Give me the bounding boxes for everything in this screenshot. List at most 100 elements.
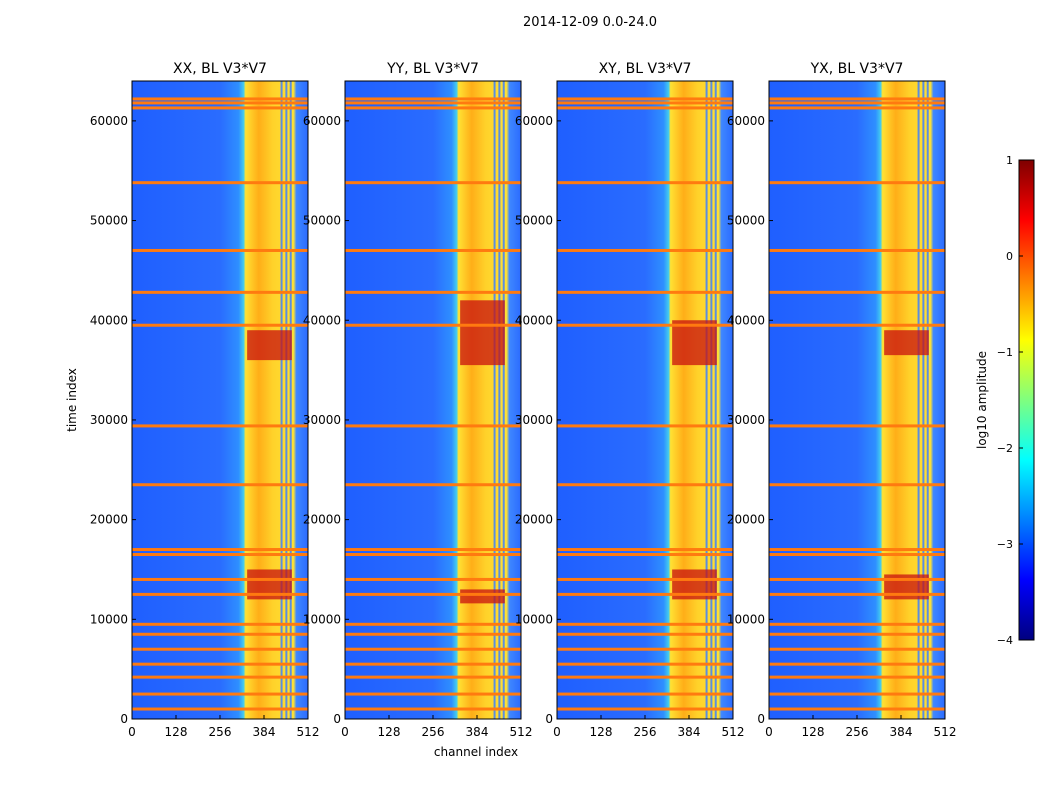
rfi-line [132,290,308,294]
channel-gap [493,81,496,719]
rfi-line [132,692,308,696]
rfi-line [132,483,308,487]
channel-gap [502,81,505,719]
x-tick-label: 384 [890,725,913,739]
x-tick-label: 384 [466,725,489,739]
rfi-line [557,101,733,105]
rfi-line [132,577,308,581]
rfi-line [769,622,945,626]
colorbar: 1 0 −1 −2 −3 −4 log10 amplitude [975,154,1035,647]
rfi-line [769,675,945,679]
rfi-line [769,248,945,252]
rfi-line [345,692,521,696]
rfi-line [132,106,308,110]
rfi-line [557,248,733,252]
y-tick-label: 50000 [515,214,553,228]
x-tick-label: 384 [253,725,276,739]
rfi-line [557,97,733,101]
y-tick-label: 20000 [515,513,553,527]
rfi-line [132,662,308,666]
x-tick-label: 0 [341,725,349,739]
rfi-line [769,483,945,487]
panel-0: XX, BL V3*V7 0 128 256 384 512 0 10000 20000 3000… [90,61,320,739]
y-tick-label: 60000 [727,114,765,128]
y-tick-label: 40000 [90,313,128,327]
x-tick-label: 384 [678,725,701,739]
x-tick-label: 128 [802,725,825,739]
rfi-line [557,548,733,552]
rfi-line [769,290,945,294]
y-tick-label: 10000 [515,612,553,626]
colorbar-tick-label: 1 [1006,154,1013,167]
y-tick-label: 0 [120,712,128,726]
heatmap-field [345,81,521,719]
colorbar-ticks: 1 0 −1 −2 −3 −4 [997,154,1023,647]
rfi-line [132,632,308,636]
y-tick-label: 10000 [727,612,765,626]
rfi-line [345,577,521,581]
rfi-line [557,662,733,666]
y-tick-label: 0 [757,712,765,726]
x-tick-label: 128 [590,725,613,739]
rfi-line [345,323,521,327]
rfi-line [345,290,521,294]
rfi-line [132,707,308,711]
rfi-line [345,106,521,110]
x-tick-label: 0 [765,725,773,739]
strong-band [672,320,717,366]
colorbar-tick-label: −1 [997,346,1013,359]
x-tick-label: 256 [422,725,445,739]
rfi-line [132,548,308,552]
channel-gap [705,81,708,719]
colorbar-gradient [1018,159,1035,641]
x-tick-label: 128 [165,725,188,739]
channel-gap [922,81,925,719]
rfi-line [769,592,945,596]
rfi-line [345,97,521,101]
figure-title: 2014-12-09 0.0-24.0 [523,15,657,30]
y-tick-label: 50000 [727,214,765,228]
rfi-line [132,592,308,596]
rfi-line [557,483,733,487]
x-tick-label: 128 [378,725,401,739]
rfi-line [132,181,308,185]
heatmap-field [132,81,308,719]
strong-band [247,330,292,361]
rfi-line [345,632,521,636]
y-tick-label: 30000 [303,413,341,427]
rfi-line [345,647,521,651]
colorbar-label: log10 amplitude [975,351,989,449]
rfi-line [345,548,521,552]
heatmap-field [769,81,945,719]
x-tick-label: 0 [553,725,561,739]
rfi-line [769,707,945,711]
y-tick-label: 0 [333,712,341,726]
rfi-line [769,577,945,581]
y-tick-label: 30000 [515,413,553,427]
x-axis-label: channel index [434,745,518,759]
y-tick-label: 40000 [303,313,341,327]
y-tick-label: 60000 [90,114,128,128]
x-tick-label: 512 [934,725,957,739]
panel-title: YX, BL V3*V7 [810,61,904,77]
strong-band [884,330,929,356]
x-tick-label: 512 [722,725,745,739]
rfi-line [345,181,521,185]
channel-gap [917,81,920,719]
x-tick-label: 256 [634,725,657,739]
rfi-line [345,101,521,105]
rfi-line [345,622,521,626]
rfi-line [132,424,308,428]
rfi-line [345,707,521,711]
y-tick-label: 20000 [727,513,765,527]
rfi-line [557,290,733,294]
colorbar-tick-label: 0 [1006,250,1013,263]
rfi-line [345,553,521,557]
panel-3: YX, BL V3*V7 0 128 256 384 512 0 10000 20000 3000… [727,61,957,739]
colorbar-tick-label: −3 [997,538,1013,551]
rfi-line [345,248,521,252]
rfi-line [132,248,308,252]
rfi-line [132,647,308,651]
panel-title: XY, BL V3*V7 [599,61,692,77]
y-tick-label: 20000 [303,513,341,527]
